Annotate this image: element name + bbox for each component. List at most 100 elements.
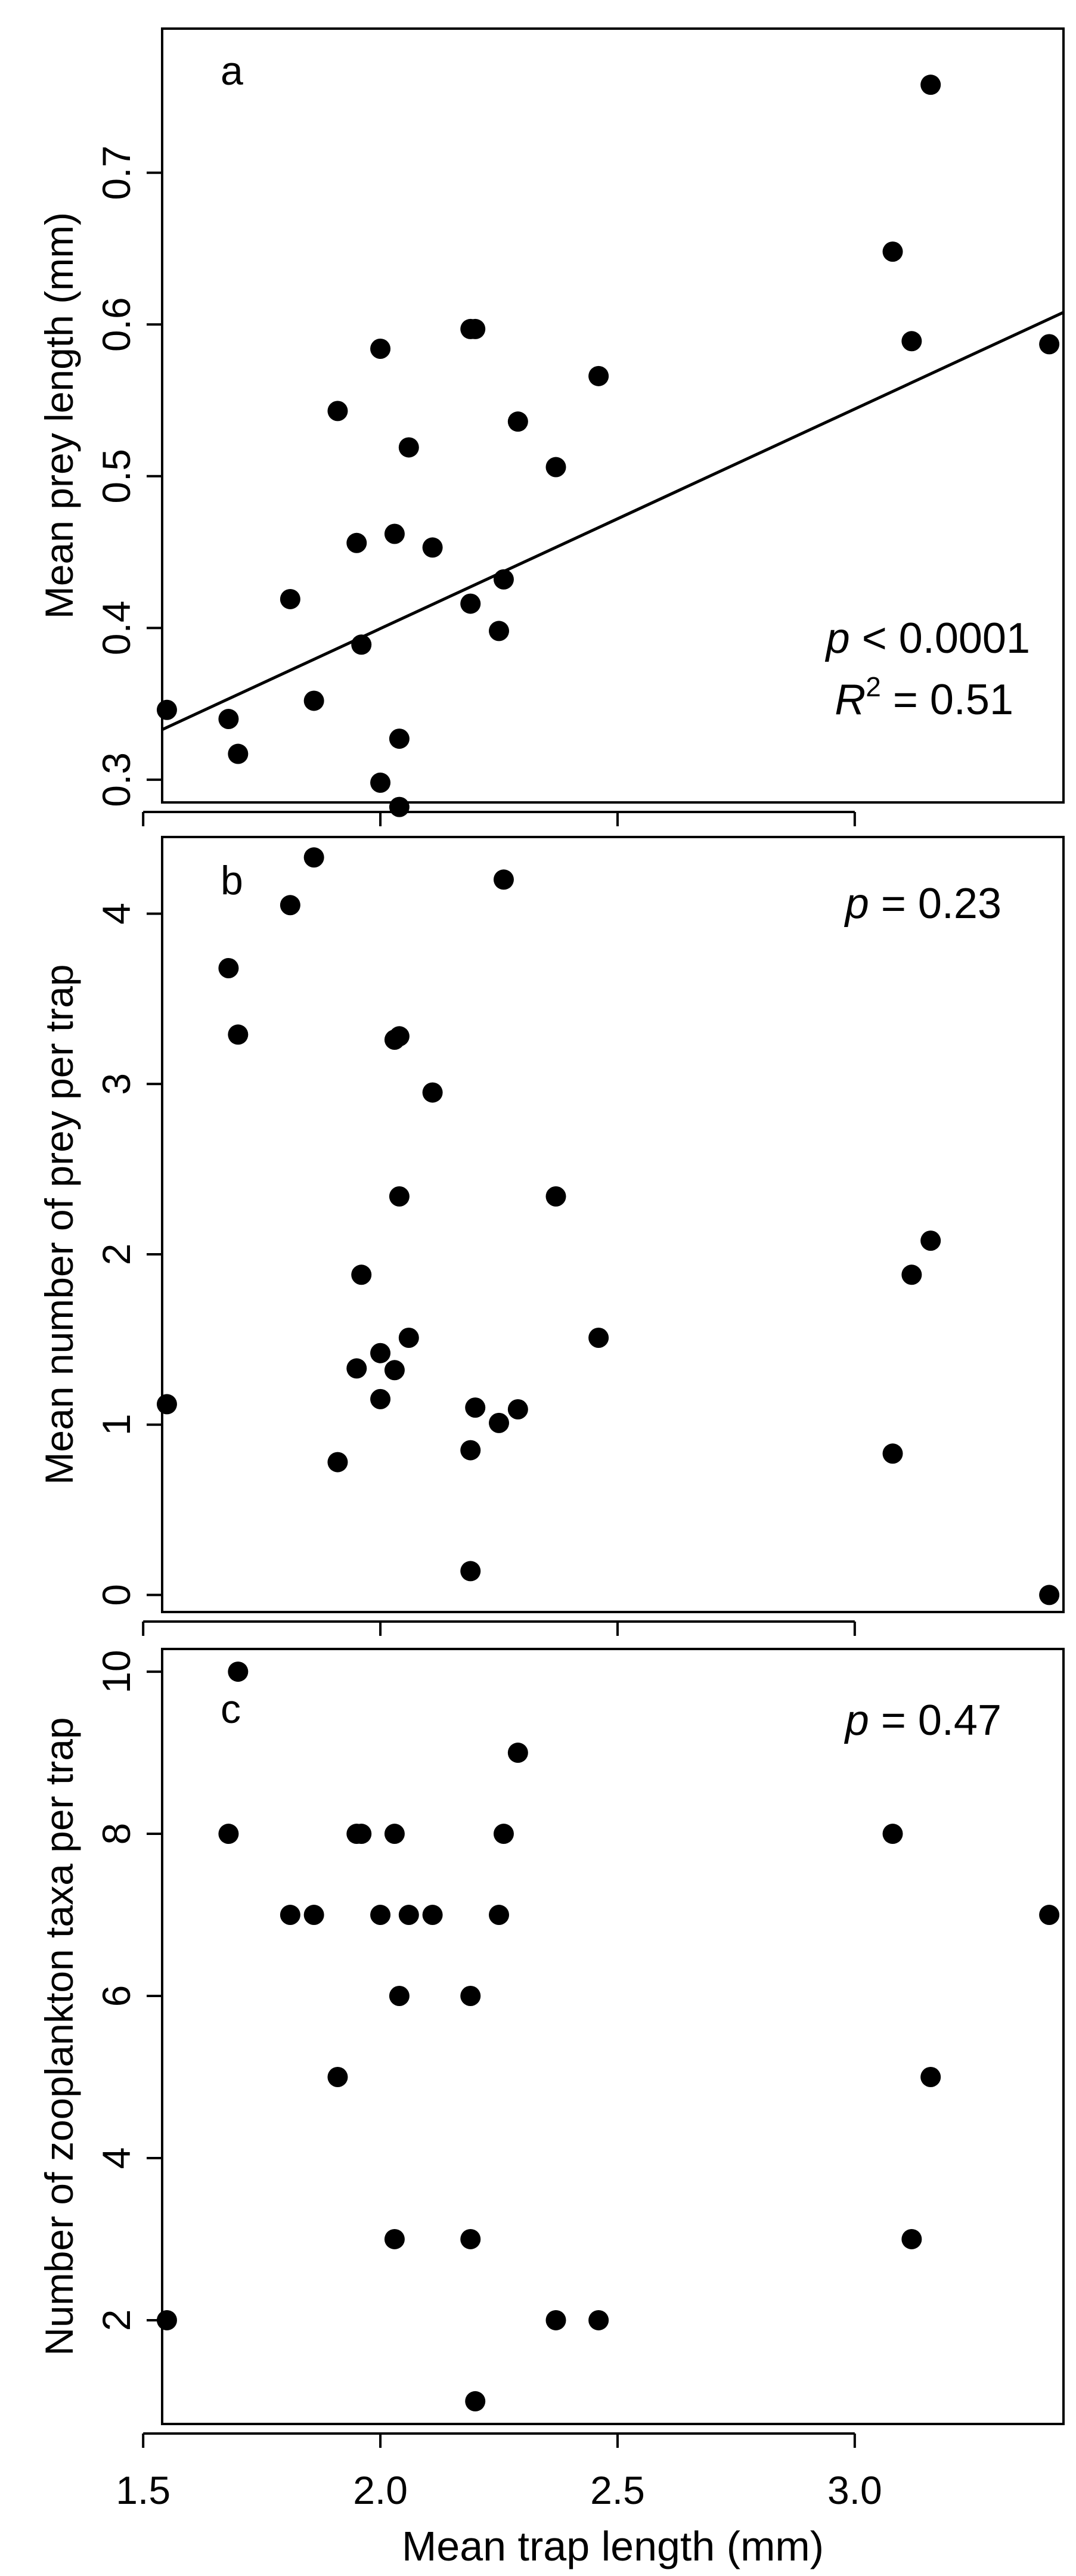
data-point: [351, 634, 372, 655]
data-point: [901, 1264, 922, 1285]
data-point: [156, 2310, 177, 2330]
data-point: [218, 1824, 239, 1845]
y-tick-label: 4: [94, 2147, 138, 2169]
data-point: [493, 869, 514, 890]
data-point: [398, 1905, 419, 1926]
data-point: [422, 1905, 443, 1926]
data-point: [489, 1905, 510, 1926]
data-point: [346, 532, 367, 553]
x-axis-label: Mean trap length (mm): [402, 2523, 824, 2569]
panel-b-letter: b: [221, 858, 243, 903]
data-point: [398, 1328, 419, 1348]
data-point: [228, 1024, 249, 1045]
data-point: [507, 411, 528, 432]
r-squared-text: = 0.51: [881, 676, 1013, 724]
data-point: [493, 1824, 514, 1845]
y-tick-label: 6: [94, 1985, 138, 2007]
data-point: [489, 1412, 510, 1433]
panel-c-y-ticks: 2 4 6 8 10: [94, 1650, 162, 2331]
data-point: [303, 690, 324, 711]
data-point: [303, 1905, 324, 1926]
data-point: [493, 569, 514, 590]
p-value-text: = 0.47: [869, 1697, 1001, 1744]
panel-b-x-ticks: [142, 1620, 856, 1636]
data-point: [218, 958, 239, 978]
data-point: [882, 1824, 903, 1845]
data-point: [156, 699, 177, 720]
data-point: [882, 1443, 903, 1464]
panel-b-y-axis-label: Mean number of prey per trap: [37, 964, 81, 1484]
data-point: [398, 437, 419, 458]
panel-a-x-ticks: [142, 811, 856, 826]
data-point: [920, 2066, 941, 2087]
data-point: [465, 318, 486, 339]
data-point: [303, 847, 324, 868]
y-tick-label: 1: [94, 1413, 138, 1436]
data-point: [460, 1440, 481, 1461]
data-point: [384, 1824, 405, 1845]
p-value-text: < 0.0001: [850, 615, 1030, 662]
data-point: [389, 796, 410, 817]
data-point: [545, 1186, 566, 1207]
data-point: [370, 772, 391, 793]
data-point: [882, 241, 903, 262]
panel-b: b Mean number of prey per trap 0 1 2 3 4 p =…: [37, 836, 1065, 1636]
panel-a-frame: [161, 27, 1065, 804]
data-point: [218, 709, 239, 730]
y-tick-label: 8: [94, 1823, 138, 1845]
data-point: [156, 1394, 177, 1415]
data-point: [465, 2391, 486, 2411]
data-point: [1039, 1905, 1060, 1926]
x-tick-labels: 1.5 2.0 2.5 3.0: [116, 2468, 882, 2512]
data-point: [460, 2228, 481, 2249]
data-point: [389, 1186, 410, 1207]
data-point: [280, 1905, 300, 1926]
data-point: [460, 1561, 481, 1582]
data-point: [280, 588, 300, 609]
data-point: [545, 2310, 566, 2330]
y-tick-label: 4: [94, 903, 138, 925]
x-tick-label: 2.5: [590, 2468, 645, 2512]
x-tick-label: 2.0: [353, 2468, 408, 2512]
panel-a-r-squared: R2 = 0.51: [835, 671, 1013, 724]
data-point: [384, 523, 405, 544]
panel-c-letter: c: [221, 1687, 241, 1732]
panel-c-points: [156, 1661, 1060, 2411]
y-tick-label: 10: [94, 1650, 138, 1693]
p-value-text: = 0.23: [869, 880, 1001, 928]
data-point: [1039, 334, 1060, 355]
data-point: [460, 1986, 481, 2007]
y-tick-label: 0.3: [94, 752, 138, 807]
y-tick-label: 0.4: [94, 600, 138, 655]
data-point: [327, 401, 348, 421]
panel-b-p-value: p = 0.23: [844, 880, 1001, 928]
r-superscript: 2: [866, 671, 881, 702]
panel-a-points: [156, 75, 1060, 817]
data-point: [507, 1399, 528, 1419]
y-tick-label: 0.7: [94, 145, 138, 200]
x-tick-label: 1.5: [116, 2468, 170, 2512]
panel-c-x-ticks: [142, 2432, 856, 2448]
data-point: [370, 1388, 391, 1409]
data-point: [545, 457, 566, 478]
y-tick-label: 2: [94, 1244, 138, 1266]
data-point: [901, 2228, 922, 2249]
y-tick-label: 3: [94, 1073, 138, 1095]
p-symbol: p: [825, 615, 850, 662]
y-tick-label: 0: [94, 1584, 138, 1606]
r-symbol: R: [835, 676, 866, 724]
panel-b-points: [156, 847, 1060, 1605]
data-point: [422, 1082, 443, 1103]
data-point: [370, 1905, 391, 1926]
data-point: [370, 1343, 391, 1363]
data-point: [327, 1452, 348, 1473]
panel-b-y-ticks: 0 1 2 3 4: [94, 903, 162, 1606]
data-point: [422, 537, 443, 558]
panel-a-y-ticks: 0.3 0.4 0.5 0.6 0.7: [94, 145, 162, 807]
panel-c-y-axis-label: Number of zooplankton taxa per trap: [37, 1717, 81, 2355]
panel-c-p-value: p = 0.47: [844, 1697, 1001, 1744]
data-point: [351, 1824, 372, 1845]
data-point: [389, 1986, 410, 2007]
data-point: [280, 895, 300, 916]
data-point: [370, 339, 391, 359]
